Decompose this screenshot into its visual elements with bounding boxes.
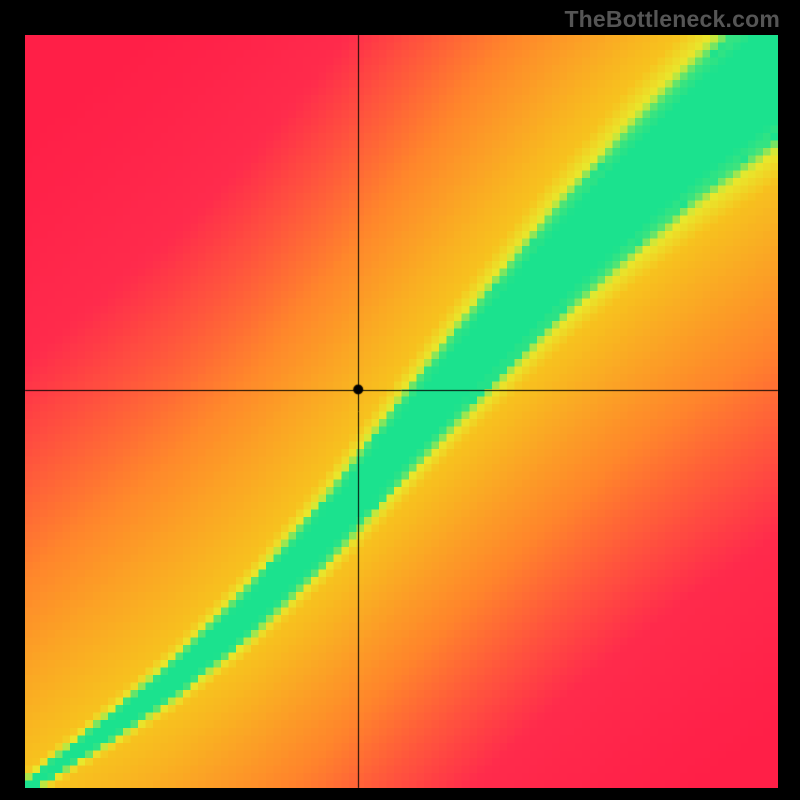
watermark-text: TheBottleneck.com bbox=[564, 6, 780, 33]
bottleneck-heatmap-canvas bbox=[25, 35, 778, 788]
chart-root: { "canvas": { "width": 800, "height": 80… bbox=[0, 0, 800, 800]
